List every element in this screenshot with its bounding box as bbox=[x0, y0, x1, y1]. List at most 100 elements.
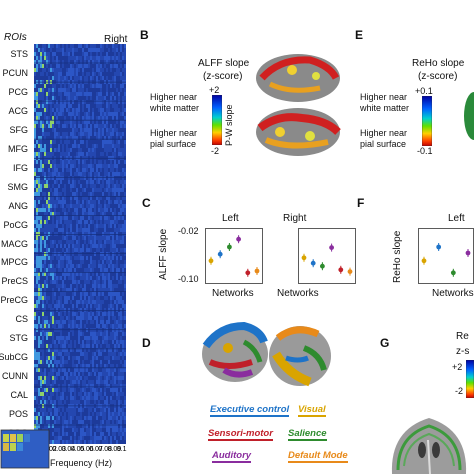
panel-e-cbar-max: +0.1 bbox=[415, 86, 433, 96]
panel-c-ytick-top: -0.02 bbox=[178, 226, 199, 236]
right-hemisphere bbox=[269, 326, 331, 387]
roi-label: STG bbox=[9, 333, 28, 344]
roi-label: PoCG bbox=[3, 219, 28, 230]
panel-b-cbar-min: -2 bbox=[211, 146, 220, 156]
x-tick-label: 0.1 bbox=[116, 446, 127, 453]
panel-b-colorbar bbox=[212, 95, 222, 145]
panel-b-bottom-label-2: pial surface bbox=[150, 139, 197, 149]
data-point bbox=[227, 244, 232, 250]
panel-e-bottom-label-1: Higher near bbox=[360, 128, 408, 138]
roi-label: STS bbox=[10, 49, 28, 60]
data-point bbox=[465, 250, 471, 256]
chart-left-title: Left bbox=[222, 213, 239, 224]
roi-label: ANG bbox=[8, 200, 28, 211]
roi-label: ACG bbox=[8, 106, 28, 117]
chart-frame bbox=[205, 228, 263, 284]
legend-executive-control: Executive control bbox=[210, 404, 290, 417]
panel-g-subtitle: z-s bbox=[456, 346, 470, 357]
panel-c-ytick-bottom: -0.10 bbox=[178, 274, 199, 284]
roi-label: SubCG bbox=[0, 351, 28, 362]
panel-e-title: ReHo slope bbox=[412, 58, 465, 69]
network-legend: Executive control Visual Sensori-motor S… bbox=[200, 400, 365, 466]
panel-e-brain-partial bbox=[464, 92, 474, 140]
x-tick-label: 0.03 bbox=[52, 446, 67, 453]
roi-label: MPCG bbox=[1, 257, 28, 268]
legend-sensori-motor: Sensori-motor bbox=[208, 428, 273, 441]
panel-b-title: ALFF slope bbox=[198, 58, 250, 69]
panel-c-ylabel: ALFF slope bbox=[158, 228, 169, 280]
panel-e-cbar-min: -0.1 bbox=[417, 146, 433, 156]
panel-f-xlabel: Networks bbox=[432, 288, 474, 299]
panel-b-brain-surfaces bbox=[256, 54, 341, 156]
alff-slope-chart-left bbox=[205, 228, 263, 284]
coronal-brain-slice bbox=[391, 418, 467, 474]
panel-e-colorbar bbox=[422, 96, 432, 146]
roi-label: PreCG bbox=[0, 295, 28, 306]
x-tick-label: 0.08 bbox=[98, 446, 113, 453]
roi-label: MACG bbox=[1, 238, 28, 249]
chart-right-title: Right bbox=[283, 213, 307, 224]
x-tick-label: 0.09 bbox=[107, 446, 122, 453]
roi-label: POS bbox=[8, 408, 28, 419]
roi-label: IFG bbox=[13, 162, 28, 173]
roi-label: PCUN bbox=[2, 68, 28, 79]
panel-e-letter: E bbox=[355, 28, 364, 42]
panel-g-title: Re bbox=[456, 331, 469, 342]
data-point bbox=[236, 236, 241, 242]
panel-b-top-label-1: Higher near bbox=[150, 92, 198, 102]
data-point bbox=[217, 251, 223, 257]
data-point bbox=[254, 268, 260, 274]
roi-label-column: STS PCUN PCG ACG SFG MFG IFG SMG ANG PoCG MACG MPCG… bbox=[0, 46, 28, 443]
panel-a: ROIs Right STS PCUN PCG ACG SFG MFG IFG SMG ANG P… bbox=[0, 0, 130, 474]
legend-auditory: Auditory bbox=[212, 450, 252, 463]
data-point bbox=[450, 270, 456, 276]
panel-d-letter: D bbox=[142, 336, 151, 350]
reho-slope-chart-left bbox=[418, 228, 474, 284]
panel-a-header-left: ROIs bbox=[4, 32, 27, 43]
roi-label: CS bbox=[15, 314, 28, 325]
panel-f-letter: F bbox=[357, 196, 365, 210]
heatmap-xlabel: Frequency (Hz) bbox=[50, 458, 113, 468]
panel-b-letter: B bbox=[140, 28, 149, 42]
panel-b-cbar-max: +2 bbox=[209, 85, 220, 95]
chart-frame bbox=[298, 228, 356, 284]
panel-g-cbar-max: +2 bbox=[452, 362, 463, 372]
data-point bbox=[245, 270, 251, 276]
panel-c-letter: C bbox=[142, 196, 151, 210]
heatmap-inset bbox=[0, 429, 50, 469]
panel-c-xlabel: Networks bbox=[212, 288, 254, 299]
panel-g-letter: G bbox=[380, 336, 390, 350]
legend-default-mode: Default Mode bbox=[288, 450, 348, 463]
x-tick-label: 0.07 bbox=[89, 446, 103, 453]
x-tick-label: 0.04 bbox=[61, 446, 76, 453]
data-point bbox=[421, 258, 427, 264]
panel-b-bottom-label-1: Higher near bbox=[150, 128, 198, 138]
panel-g-cbar-min: -2 bbox=[455, 386, 464, 396]
roi-label: PreCS bbox=[1, 276, 28, 287]
roi-label: CUNN bbox=[2, 370, 28, 381]
panel-e-subtitle: (z-score) bbox=[418, 71, 458, 82]
panel-f-title-left: Left bbox=[448, 213, 465, 224]
data-point bbox=[436, 244, 442, 250]
panel-c-xlabel-right: Networks bbox=[277, 288, 319, 299]
data-point bbox=[301, 255, 307, 261]
panel-b-subtitle: (z-score) bbox=[203, 71, 243, 82]
panel-e-bottom-label-2: pial surface bbox=[360, 139, 407, 149]
panel-g-colorbar bbox=[466, 360, 474, 398]
frequency-heatmap bbox=[34, 44, 126, 444]
panel-b-top-label-2: white matter bbox=[150, 103, 200, 113]
panel-e-top-label-2: white matter bbox=[360, 103, 410, 113]
roi-label: MFG bbox=[8, 143, 28, 154]
roi-label: SFG bbox=[9, 125, 28, 136]
data-point bbox=[338, 267, 344, 273]
panel-a-header-right: Right bbox=[104, 34, 128, 45]
data-point bbox=[208, 258, 214, 264]
left-hemisphere bbox=[202, 321, 268, 382]
roi-label: PCG bbox=[8, 87, 28, 98]
panel-b-cbar-label: P-W slope bbox=[224, 104, 234, 146]
panel-e-top-label-1: Higher near bbox=[360, 92, 408, 102]
roi-label: SMG bbox=[7, 181, 28, 192]
x-tick-label: 0.02 bbox=[43, 446, 57, 453]
network-brain-map bbox=[202, 321, 331, 387]
data-point bbox=[310, 260, 316, 266]
